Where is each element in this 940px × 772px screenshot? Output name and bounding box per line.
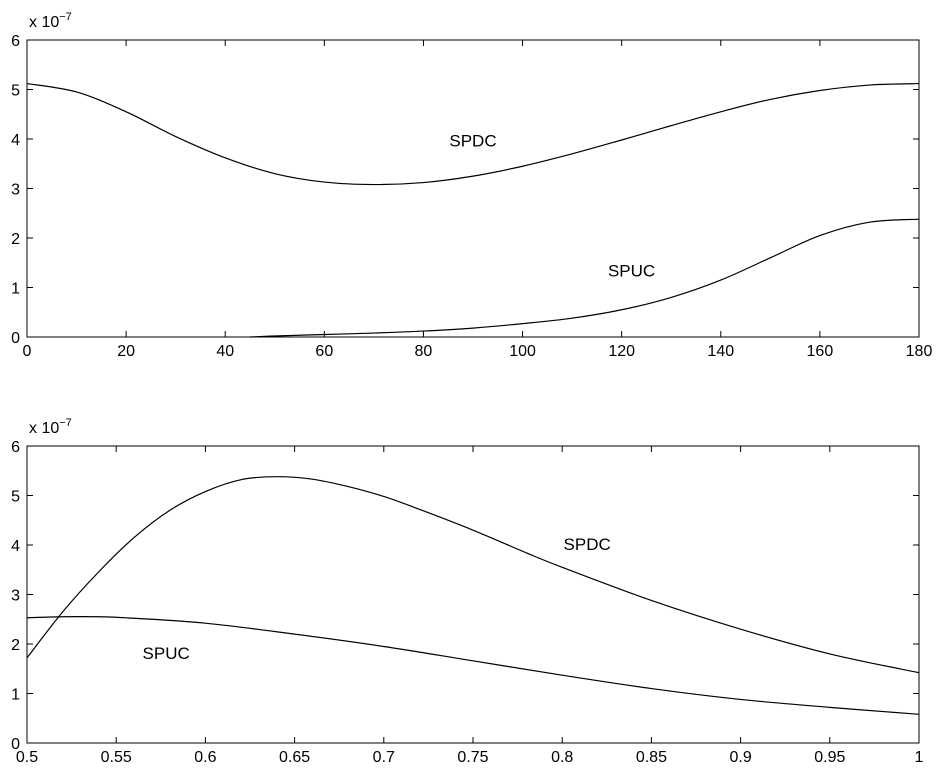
bottom-y-tick-label: 0	[11, 736, 20, 753]
top-spuc-curve	[249, 218, 920, 338]
top-spuc-label: SPUC	[608, 262, 655, 281]
top-y-tick-label: 6	[11, 33, 20, 50]
top-x-tick-label: 140	[707, 343, 734, 360]
bottom-x-tick-label: 0.95	[814, 749, 845, 766]
bottom-x-ticks: 0.5 0.55 0.6 0.65 0.7 0.75 0.8 0.85 0.9 0.95 1	[16, 446, 924, 766]
top-x-tick-label: 80	[415, 343, 433, 360]
bottom-x-tick-label: 0.8	[551, 749, 573, 766]
bottom-spuc-curve	[26, 616, 920, 715]
bottom-chart: x 10−7 0.5 0.55 0.6 0.65 0.7 0.75 0.8 0.85 0.9 0.…	[11, 417, 923, 766]
top-x-tick-label: 0	[23, 343, 32, 360]
top-chart: x 10−7 0 20 40 60 80 100 120 140 160 180 0123456 …	[11, 11, 932, 360]
top-y-tick-label: 2	[11, 231, 20, 248]
top-x-ticks: 0 20 40 60 80 100 120 140 160 180	[23, 40, 933, 360]
bottom-y-ticks: 0 1 2 3 4 5 6	[11, 439, 919, 753]
bottom-y-scale-prefix: x 10	[29, 420, 59, 437]
bottom-plot-frame	[26, 445, 920, 744]
top-y-tick-label: 4	[11, 132, 20, 149]
top-y-scale-prefix: x 10	[29, 14, 59, 31]
bottom-x-tick-label: 0.55	[101, 749, 132, 766]
top-y-scale-exponent: −7	[59, 11, 72, 23]
top-spdc-curve	[26, 82, 920, 186]
bottom-x-tick-label: 0.6	[194, 749, 216, 766]
bottom-x-tick-label: 0.85	[636, 749, 667, 766]
bottom-spdc-label: SPDC	[564, 535, 611, 554]
top-spdc-label: SPDC	[449, 131, 496, 150]
top-x-tick-label: 120	[608, 343, 635, 360]
top-x-tick-label: 60	[315, 343, 333, 360]
top-x-tick-label: 100	[509, 343, 536, 360]
bottom-y-tick-label: 6	[11, 439, 20, 456]
top-y-tick-label: 5	[11, 83, 20, 100]
bottom-x-tick-label: 0.9	[729, 749, 751, 766]
bottom-y-scale-label: x 10−7	[29, 417, 72, 437]
top-x-tick-label: 160	[807, 343, 834, 360]
top-x-tick-label: 40	[216, 343, 234, 360]
top-annotations: SPDC SPUC	[449, 131, 655, 280]
bottom-y-tick-label: 2	[11, 637, 20, 654]
top-y-tick-label: 0	[11, 330, 20, 347]
bottom-y-tick-label: 4	[11, 538, 20, 555]
top-y-scale-label: x 10−7	[29, 11, 72, 31]
bottom-spdc-curve	[26, 476, 920, 674]
bottom-x-tick-label: 0.65	[279, 749, 310, 766]
bottom-x-tick-label: 0.7	[373, 749, 395, 766]
top-plot-frame	[26, 39, 920, 338]
top-y-ticks: 0 1 2 3 4 5 6	[11, 33, 919, 347]
bottom-y-tick-label: 1	[11, 687, 20, 704]
bottom-spuc-label: SPUC	[143, 644, 190, 663]
bottom-y-tick-label: 3	[11, 588, 20, 605]
bottom-series	[26, 476, 920, 715]
bottom-y-scale-exponent: −7	[59, 417, 72, 429]
bottom-x-tick-label: 0.75	[457, 749, 488, 766]
top-y-tick-label: 3	[11, 182, 20, 199]
top-series	[26, 82, 920, 338]
top-x-tick-label: 180	[906, 343, 933, 360]
bottom-x-tick-label: 0.5	[16, 749, 38, 766]
top-x-tick-label: 20	[117, 343, 135, 360]
bottom-x-tick-label: 1	[915, 749, 924, 766]
bottom-annotations: SPDC SPUC	[143, 535, 611, 663]
top-y-tick-label: 1	[11, 281, 20, 298]
bottom-y-tick-label: 5	[11, 489, 20, 506]
